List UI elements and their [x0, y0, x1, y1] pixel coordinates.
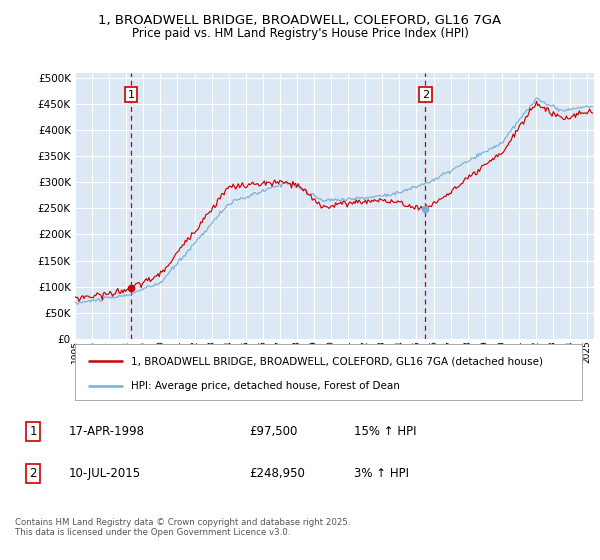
Text: 3% ↑ HPI: 3% ↑ HPI: [354, 466, 409, 480]
Text: HPI: Average price, detached house, Forest of Dean: HPI: Average price, detached house, Fore…: [131, 381, 400, 391]
Text: 17-APR-1998: 17-APR-1998: [69, 424, 145, 438]
Text: 1: 1: [128, 90, 134, 100]
Text: 2: 2: [422, 90, 429, 100]
Text: £97,500: £97,500: [249, 424, 298, 438]
Text: Contains HM Land Registry data © Crown copyright and database right 2025.
This d: Contains HM Land Registry data © Crown c…: [15, 518, 350, 538]
Text: 2: 2: [29, 466, 37, 480]
Text: 15% ↑ HPI: 15% ↑ HPI: [354, 424, 416, 438]
Text: 10-JUL-2015: 10-JUL-2015: [69, 466, 141, 480]
Text: £248,950: £248,950: [249, 466, 305, 480]
Text: 1: 1: [29, 424, 37, 438]
Text: Price paid vs. HM Land Registry's House Price Index (HPI): Price paid vs. HM Land Registry's House …: [131, 27, 469, 40]
Text: 1, BROADWELL BRIDGE, BROADWELL, COLEFORD, GL16 7GA (detached house): 1, BROADWELL BRIDGE, BROADWELL, COLEFORD…: [131, 356, 543, 366]
Text: 1, BROADWELL BRIDGE, BROADWELL, COLEFORD, GL16 7GA: 1, BROADWELL BRIDGE, BROADWELL, COLEFORD…: [98, 14, 502, 27]
